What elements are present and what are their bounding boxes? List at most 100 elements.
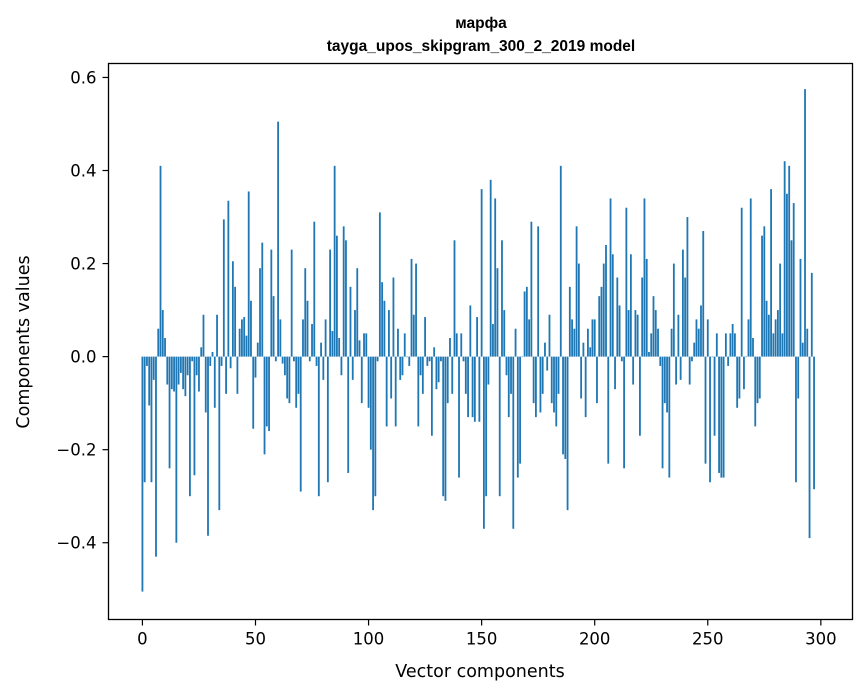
bar-2 — [146, 356, 148, 366]
bar-186 — [562, 356, 564, 455]
bar-21 — [189, 356, 191, 497]
x-tick-label: 150 — [466, 630, 498, 649]
bar-250 — [706, 319, 709, 357]
bar-183 — [555, 356, 558, 427]
bar-119 — [410, 258, 413, 357]
bar-188 — [566, 356, 569, 511]
bar-126 — [426, 356, 429, 366]
bar-26 — [200, 347, 203, 357]
bar-190 — [571, 319, 573, 357]
bar-20 — [186, 356, 189, 376]
bar-158 — [498, 356, 501, 497]
bar-232 — [666, 356, 668, 413]
y-tick-label: 0.4 — [70, 162, 96, 181]
bar-14 — [173, 356, 175, 392]
y-tick-label: 0.0 — [70, 348, 96, 367]
bar-78 — [317, 356, 320, 497]
bar-168 — [521, 356, 524, 358]
bar-79 — [320, 342, 322, 357]
bar-176 — [539, 356, 542, 413]
bar-109 — [388, 310, 390, 357]
bar-287 — [790, 240, 793, 357]
bar-282 — [779, 263, 782, 357]
bar-28 — [204, 356, 207, 413]
bar-248 — [702, 231, 705, 357]
bar-295 — [808, 356, 811, 539]
bar-10 — [164, 338, 166, 357]
bar-49 — [252, 356, 255, 429]
bar-256 — [720, 356, 723, 478]
bar-74 — [308, 356, 311, 362]
chart-title: марфа — [455, 15, 507, 32]
bar-184 — [557, 356, 560, 394]
bar-143 — [464, 356, 467, 394]
bar-191 — [573, 328, 576, 357]
bar-153 — [487, 356, 490, 385]
bar-77 — [315, 356, 318, 366]
bar-216 — [629, 254, 632, 357]
bar-81 — [324, 319, 327, 357]
bar-293 — [804, 89, 806, 357]
bar-125 — [424, 317, 426, 357]
bar-45 — [243, 317, 246, 357]
bar-258 — [724, 333, 727, 357]
bar-97 — [360, 356, 363, 404]
bar-201 — [596, 356, 598, 404]
bar-67 — [293, 356, 295, 362]
bar-48 — [250, 300, 252, 357]
bar-272 — [756, 356, 759, 404]
bar-100 — [367, 356, 370, 408]
bar-91 — [347, 356, 350, 473]
bar-182 — [553, 356, 555, 413]
bar-223 — [645, 258, 648, 357]
bar-280 — [774, 319, 777, 357]
bar-64 — [286, 356, 289, 399]
bar-60 — [277, 121, 280, 357]
bar-164 — [512, 356, 515, 529]
x-tick-label: 50 — [245, 630, 266, 649]
bar-150 — [480, 189, 483, 357]
bar-269 — [749, 198, 752, 357]
bar-47 — [247, 191, 250, 357]
bar-50 — [254, 356, 257, 378]
bar-71 — [302, 319, 304, 357]
bar-138 — [453, 240, 456, 357]
bar-181 — [550, 356, 553, 404]
bar-23 — [193, 356, 196, 476]
bar-197 — [587, 328, 589, 357]
bar-297 — [813, 356, 815, 490]
bar-136 — [449, 338, 451, 357]
bar-53 — [261, 242, 264, 357]
bar-113 — [397, 328, 399, 357]
bar-290 — [797, 356, 800, 399]
bar-208 — [611, 254, 614, 357]
bar-22 — [191, 356, 194, 362]
bar-4 — [150, 356, 153, 483]
bar-0 — [141, 356, 144, 592]
bar-296 — [810, 272, 813, 357]
bar-264 — [738, 356, 741, 399]
bar-222 — [643, 198, 646, 357]
bar-160 — [503, 310, 506, 357]
bar-85 — [333, 165, 336, 357]
bar-94 — [354, 310, 356, 357]
bar-128 — [430, 356, 433, 436]
bar-285 — [786, 193, 788, 357]
x-axis-label: Vector components — [395, 662, 564, 682]
bar-231 — [663, 356, 666, 404]
bar-16 — [177, 356, 180, 385]
bar-115 — [401, 356, 404, 376]
bar-171 — [528, 319, 531, 357]
bar-9 — [161, 310, 164, 357]
bar-243 — [691, 356, 693, 362]
bar-194 — [580, 356, 583, 399]
bar-54 — [263, 356, 266, 455]
bar-244 — [693, 342, 696, 357]
bar-192 — [575, 226, 578, 357]
bar-42 — [236, 356, 239, 394]
bar-203 — [600, 286, 603, 357]
bar-75 — [311, 324, 313, 357]
bar-122 — [417, 356, 420, 427]
bar-95 — [356, 268, 359, 357]
